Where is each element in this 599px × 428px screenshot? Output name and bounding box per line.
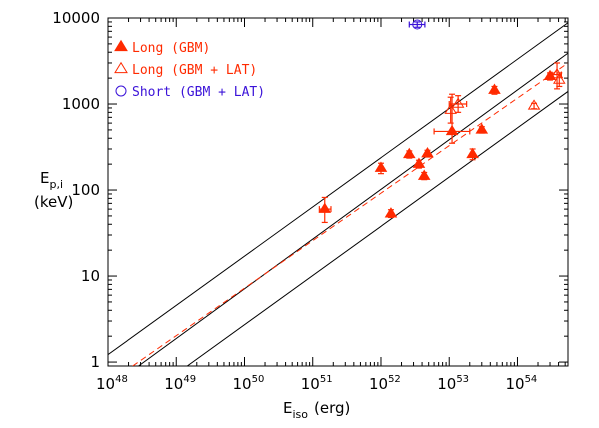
data-point-long-gbm-lat bbox=[527, 99, 541, 110]
legend-entry: Long (GBM + LAT) bbox=[114, 61, 257, 78]
data-point-long-gbm bbox=[421, 147, 434, 158]
open-circle-marker bbox=[412, 19, 423, 30]
data-point-long-gbm bbox=[403, 147, 416, 159]
data-point-long-gbm bbox=[417, 169, 431, 181]
data-point-long-gbm bbox=[543, 69, 557, 81]
legend-entry: Long (GBM) bbox=[114, 39, 210, 56]
data-point-long-gbm bbox=[433, 93, 471, 144]
filled-triangle-marker bbox=[475, 123, 489, 134]
legend-marker bbox=[115, 85, 127, 97]
axis-ticks bbox=[107, 17, 568, 366]
data-point-long-gbm-lat bbox=[448, 95, 468, 113]
correlation-bound-line-2 bbox=[138, 52, 568, 366]
open-triangle-marker bbox=[553, 73, 566, 84]
data-point-long-gbm bbox=[318, 196, 332, 224]
x-tick-label: 1052 bbox=[369, 374, 401, 393]
filled-triangle-marker bbox=[445, 124, 459, 136]
data-point-long-gbm bbox=[466, 147, 479, 161]
y-axis-unit: (keV) bbox=[34, 193, 73, 211]
legend-marker bbox=[114, 39, 128, 52]
x-axis-title: Eiso (erg) bbox=[283, 399, 350, 421]
data-point-long-gbm bbox=[374, 161, 388, 175]
y-tick-label: 10 bbox=[81, 267, 100, 285]
correlation-lines bbox=[108, 22, 568, 366]
x-tick-label: 1050 bbox=[232, 374, 264, 393]
data-point-long-gbm bbox=[475, 123, 489, 134]
correlation-bound-line-3 bbox=[186, 91, 568, 366]
filled-triangle-marker bbox=[318, 202, 332, 213]
data-point-long-gbm bbox=[384, 207, 398, 219]
y-tick-label: 100 bbox=[71, 181, 100, 199]
data-point-long-gbm bbox=[412, 157, 426, 169]
y-tick-label: 1 bbox=[90, 353, 100, 371]
tick-labels: 1048 1049 1050 1051 1052 1053 1054 1 10 100 1000 10… bbox=[52, 9, 537, 393]
data-point-short-gbm-lat bbox=[408, 19, 426, 30]
legend-marker bbox=[114, 61, 128, 74]
data-points bbox=[318, 19, 566, 224]
filled-triangle-marker bbox=[374, 161, 388, 172]
filled-triangle-marker bbox=[417, 169, 431, 180]
y-tick-label: 1000 bbox=[62, 95, 100, 113]
x-tick-label: 1051 bbox=[301, 374, 333, 393]
x-tick-label: 1053 bbox=[437, 374, 469, 393]
correlation-bound-line-1 bbox=[108, 22, 568, 356]
x-tick-label: 1049 bbox=[164, 374, 196, 393]
legend-entry: Short (GBM + LAT) bbox=[115, 85, 265, 100]
plot-area-frame bbox=[107, 17, 569, 367]
legend-label: Long (GBM) bbox=[132, 41, 210, 56]
data-point-long-gbm-lat bbox=[444, 96, 457, 124]
data-point-long-gbm-lat bbox=[550, 62, 564, 90]
y-tick-label: 10000 bbox=[52, 9, 100, 27]
x-tick-label: 1048 bbox=[96, 374, 128, 393]
data-point-long-gbm-lat bbox=[553, 72, 566, 88]
best-fit-dashed-line bbox=[132, 62, 568, 366]
filled-triangle-marker bbox=[384, 207, 398, 218]
filled-triangle-marker bbox=[466, 147, 479, 159]
filled-triangle-marker bbox=[412, 157, 426, 168]
filled-triangle-marker bbox=[403, 147, 416, 159]
filled-triangle-marker bbox=[488, 83, 501, 94]
open-triangle-marker bbox=[451, 97, 465, 108]
y-axis-title-main: Ep,i bbox=[40, 169, 63, 191]
y-axis-title: Ep,i (keV) bbox=[34, 169, 73, 211]
x-tick-label: 1054 bbox=[505, 374, 537, 393]
open-triangle-marker bbox=[444, 103, 457, 114]
legend: Long (GBM) Long (GBM + LAT) Short (GBM + L… bbox=[114, 39, 265, 100]
filled-triangle-marker bbox=[421, 147, 434, 158]
open-triangle-marker bbox=[527, 99, 541, 110]
legend-label: Long (GBM + LAT) bbox=[132, 63, 257, 78]
data-point-long-gbm bbox=[488, 83, 501, 95]
legend-label: Short (GBM + LAT) bbox=[132, 85, 265, 100]
